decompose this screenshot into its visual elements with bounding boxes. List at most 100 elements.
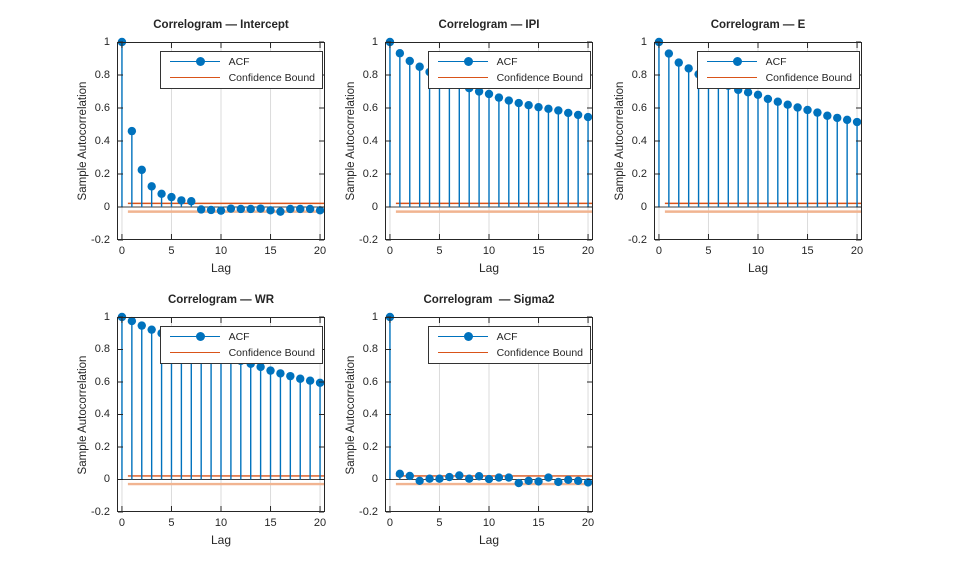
y-tick-label: 0 [103, 200, 110, 213]
acf-marker [425, 474, 434, 483]
acf-marker [196, 205, 206, 214]
acf-marker [773, 97, 783, 106]
acf-marker [296, 374, 305, 383]
acf-legend-line-icon [169, 336, 220, 337]
acf-marker [823, 111, 832, 120]
legend-label-acf: ACF [496, 331, 518, 343]
legend-label-confidence-bound: Confidence Bound [496, 72, 583, 84]
legend-label-confidence-bound: Confidence Bound [765, 72, 852, 84]
x-tick-label: 10 [214, 517, 228, 529]
x-tick-label: 5 [168, 517, 175, 529]
acf-marker [276, 369, 285, 378]
x-tick-label: 5 [436, 517, 443, 529]
y-tick-label: 0.4 [94, 408, 110, 420]
y-tick-label: 0.2 [631, 167, 647, 180]
acf-marker [494, 93, 504, 102]
acf-marker [464, 474, 474, 483]
confidence-bound-legend-line-icon [169, 352, 220, 353]
y-tick-label: 1 [103, 35, 110, 48]
x-tick-label: 15 [264, 245, 277, 257]
legend-entry-acf: ACF [437, 54, 583, 70]
confidence-bound-line-sample [437, 70, 488, 86]
x-axis-label: Lag [478, 261, 500, 275]
y-tick-label: -0.2 [359, 505, 378, 518]
acf-marker [246, 204, 255, 214]
legend-label-acf: ACF [228, 331, 250, 343]
x-tick-label: 0 [386, 245, 394, 257]
acf-legend-line-icon [437, 336, 488, 337]
acf-marker [474, 87, 484, 96]
acf-marker [415, 476, 424, 485]
acf-marker [256, 204, 265, 213]
x-tick-label: 20 [581, 517, 595, 529]
legend-entry-confidence-bound: Confidence Bound [169, 70, 315, 86]
acf-marker [504, 96, 514, 105]
x-tick-label: 0 [118, 245, 126, 257]
y-tick-label: 0.2 [362, 167, 378, 180]
y-tick-label: -0.2 [359, 233, 378, 246]
acf-legend-line-icon [706, 61, 757, 62]
y-tick-label: -0.2 [91, 233, 110, 246]
panel-title: Correlogram — Sigma2 [423, 294, 555, 306]
legend-entry-confidence-bound: Confidence Bound [169, 345, 315, 361]
legend-label-acf: ACF [228, 56, 250, 68]
acf-line-sample [437, 54, 488, 70]
confidence-bound-legend-line-icon [169, 77, 220, 78]
legend-box: ACF Confidence Bound [427, 51, 591, 89]
y-tick-label: 0.6 [362, 101, 378, 114]
y-tick-label: 0.8 [631, 68, 647, 81]
panel-title: Correlogram — E [710, 19, 806, 31]
acf-marker [405, 56, 414, 66]
acf-marker [534, 102, 543, 112]
y-tick-label: 0.6 [94, 101, 110, 114]
acf-marker [305, 204, 315, 214]
acf-line-sample [169, 54, 220, 70]
acf-marker [564, 108, 573, 118]
axes-box [385, 317, 593, 512]
y-tick-label: 0.4 [362, 408, 378, 420]
acf-marker [167, 192, 176, 202]
axes-box [654, 42, 862, 240]
acf-marker [684, 64, 693, 73]
x-tick-label: 10 [482, 517, 496, 529]
y-tick-label: 0.8 [94, 68, 110, 81]
acf-line-sample [706, 54, 757, 70]
acf-marker [484, 474, 494, 484]
panel-title: Correlogram — IPI [438, 19, 540, 31]
y-tick-label: 0.6 [631, 101, 647, 114]
legend-box: ACF Confidence Bound [159, 326, 323, 364]
acf-marker [554, 477, 563, 487]
y-tick-label: 0 [103, 473, 110, 485]
y-tick-label: 0.4 [94, 134, 110, 147]
x-tick-label: 20 [313, 245, 327, 257]
correlogram-panel-intercept: Correlogram — Intercept Sample Autocorrel… [77, 19, 326, 275]
y-tick-label: 0.4 [362, 134, 378, 147]
legend-entry-confidence-bound: Confidence Bound [706, 70, 852, 86]
acf-marker [583, 478, 593, 487]
acf-marker [296, 204, 305, 214]
acf-marker [286, 204, 295, 214]
acf-marker [395, 49, 405, 58]
acf-legend-marker-icon [195, 57, 205, 66]
legend-label-confidence-bound: Confidence Bound [228, 347, 315, 359]
confidence-bound-legend-line-icon [437, 77, 488, 78]
confidence-bound-line-sample [169, 345, 220, 361]
acf-marker [564, 475, 573, 485]
y-tick-label: 0.6 [94, 375, 110, 388]
panel-title: Correlogram — Intercept [153, 19, 289, 31]
acf-marker [753, 90, 763, 99]
acf-marker [315, 378, 325, 388]
confidence-bound-legend-line-icon [437, 352, 488, 353]
y-tick-label: 0.8 [362, 68, 378, 81]
confidence-bound-legend-line-icon [706, 77, 757, 78]
acf-marker [514, 478, 523, 488]
legend-box: ACF Confidence Bound [696, 51, 860, 89]
legend-label-confidence-bound: Confidence Bound [228, 72, 315, 84]
panel-title: Correlogram — WR [167, 294, 275, 306]
acf-line-sample [437, 329, 488, 345]
y-tick-label: -0.2 [628, 233, 647, 246]
x-tick-label: 10 [482, 245, 496, 257]
legend-entry-acf: ACF [706, 54, 852, 70]
y-tick-label: 1 [371, 310, 378, 323]
acf-marker [127, 126, 137, 136]
